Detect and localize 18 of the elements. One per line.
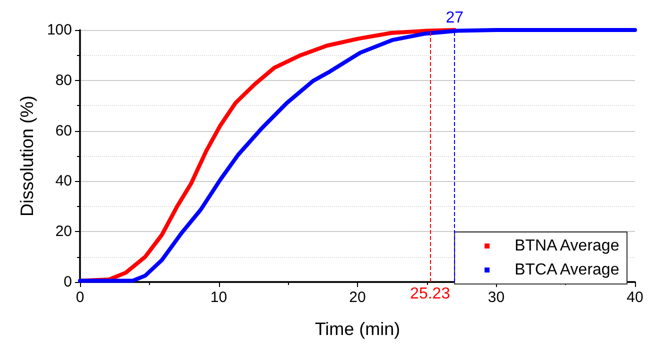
x-axis-title: Time (min) bbox=[314, 319, 400, 339]
y-tick-label: 0 bbox=[64, 274, 72, 290]
y-tick-label: 60 bbox=[55, 122, 72, 140]
x-tick-label: 0 bbox=[76, 289, 84, 306]
legend-label: BTCA Average bbox=[514, 262, 620, 278]
legend-label: BTNA Average bbox=[514, 238, 620, 254]
x-tick-label: 10 bbox=[210, 289, 228, 306]
x-tick-label: 20 bbox=[349, 289, 366, 306]
x-tick-label: 40 bbox=[626, 289, 644, 306]
y-tick-label: 20 bbox=[55, 223, 72, 240]
ref-line-label: 25.23 bbox=[410, 286, 450, 302]
y-axis-title: Dissolution (%) bbox=[17, 95, 38, 217]
y-tick-label: 40 bbox=[55, 172, 72, 190]
line-series bbox=[78, 28, 637, 283]
y-tick-label: 80 bbox=[55, 72, 72, 89]
x-tick-label: 30 bbox=[488, 289, 505, 306]
y-tick-label: 100 bbox=[46, 22, 72, 38]
ref-line-label: 27 bbox=[446, 10, 464, 26]
